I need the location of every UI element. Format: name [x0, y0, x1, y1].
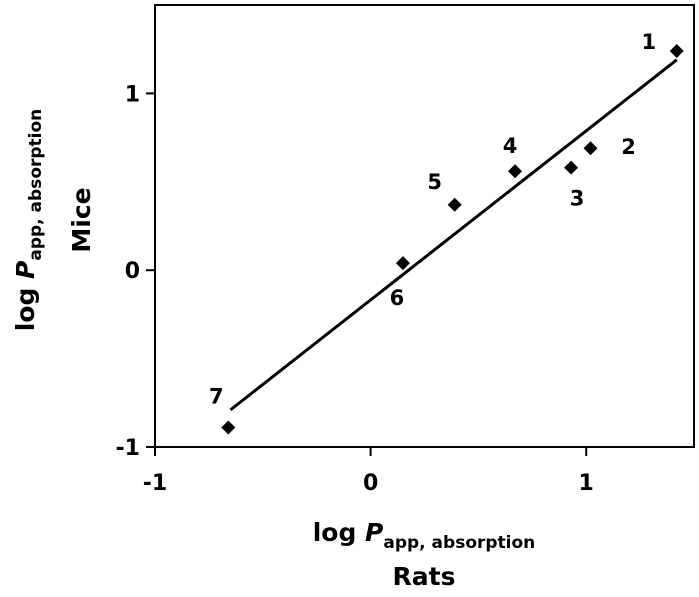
x-axis-subscript: app, absorption: [383, 533, 535, 553]
point-label-3: 3: [570, 187, 585, 211]
plot-frame: [154, 4, 695, 448]
data-point-4: [508, 164, 523, 179]
y-tick-label: -1: [116, 436, 140, 461]
y-tick-label: 0: [125, 259, 140, 284]
point-label-2: 2: [621, 135, 636, 159]
data-point-5: [447, 197, 462, 212]
x-axis-prefix: log: [313, 518, 365, 547]
tick-group: -1 0 1 -1 0 1: [116, 82, 594, 496]
x-tick-label: -1: [143, 471, 167, 496]
y-axis-title: log Papp, absorption Mice: [11, 109, 96, 332]
y-axis-variable: P: [11, 261, 40, 279]
point-label-1: 1: [641, 30, 656, 54]
points-group: 1 2 3 4 5 6 7: [209, 30, 684, 435]
svg-text:log Papp, absorption: log Papp, absorption: [11, 109, 46, 332]
point-label-4: 4: [503, 134, 518, 158]
x-tick-label: 0: [363, 471, 378, 496]
x-axis-variable: P: [365, 518, 383, 547]
trendline: [229, 58, 678, 412]
y-axis-prefix: log: [11, 279, 40, 331]
svg-text:log Papp, absorption: log Papp, absorption: [313, 518, 536, 553]
x-axis-species: Rats: [393, 562, 456, 591]
data-point-2: [583, 141, 598, 156]
data-point-1: [669, 43, 684, 58]
data-point-3: [564, 160, 579, 175]
data-point-6: [395, 256, 410, 271]
y-tick-label: 1: [125, 82, 140, 107]
x-tick-label: 1: [579, 471, 594, 496]
point-label-7: 7: [209, 385, 224, 409]
point-label-5: 5: [427, 170, 442, 194]
y-axis-subscript: app, absorption: [26, 109, 46, 261]
data-point-7: [221, 420, 236, 435]
y-axis-species: Mice: [67, 187, 96, 252]
trendline-group: [229, 58, 678, 412]
x-axis-title: log Papp, absorption Rats: [313, 518, 536, 591]
point-label-6: 6: [390, 286, 405, 310]
